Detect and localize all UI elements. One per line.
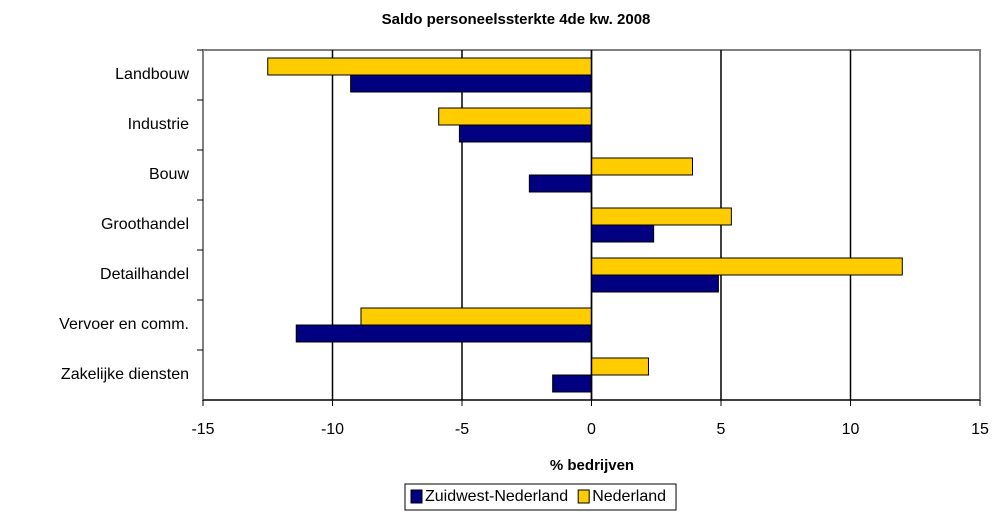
bar (591, 274, 719, 293)
legend-box (404, 483, 677, 511)
chart-title: Saldo personeelssterkte 4de kw. 2008 (382, 11, 651, 28)
x-tick-label: -5 (455, 421, 469, 438)
bar (267, 57, 592, 76)
bar (591, 224, 655, 243)
legend-label: Nederland (592, 488, 666, 505)
y-tick-label: Landbouw (115, 66, 189, 83)
bar (591, 207, 732, 226)
bar (360, 307, 592, 326)
bar (591, 157, 694, 176)
bar (591, 357, 649, 376)
y-tick-label: Zakelijke diensten (61, 366, 189, 383)
x-axis-title: % bedrijven (550, 457, 634, 474)
x-tick-label: 0 (587, 421, 596, 438)
bar (458, 124, 592, 143)
bar (591, 257, 903, 276)
y-tick-label: Bouw (149, 166, 189, 183)
x-tick-label: 10 (842, 421, 860, 438)
y-tick-label: Detailhandel (100, 266, 189, 283)
y-tick-label: Groothandel (101, 216, 189, 233)
legend-label: Zuidwest-Nederland (425, 488, 568, 505)
x-tick-label: -10 (321, 421, 344, 438)
bar (295, 324, 592, 343)
bar (350, 74, 592, 93)
bar (438, 107, 592, 126)
x-tick-label: 15 (971, 421, 989, 438)
y-tick-label: Industrie (128, 116, 189, 133)
y-tick-label: Vervoer en comm. (59, 316, 189, 333)
legend-swatch (410, 489, 423, 504)
bar (528, 174, 593, 193)
x-tick-label: -15 (191, 421, 214, 438)
x-tick-label: 5 (717, 421, 726, 438)
bar (552, 374, 593, 393)
legend-swatch (577, 489, 590, 504)
